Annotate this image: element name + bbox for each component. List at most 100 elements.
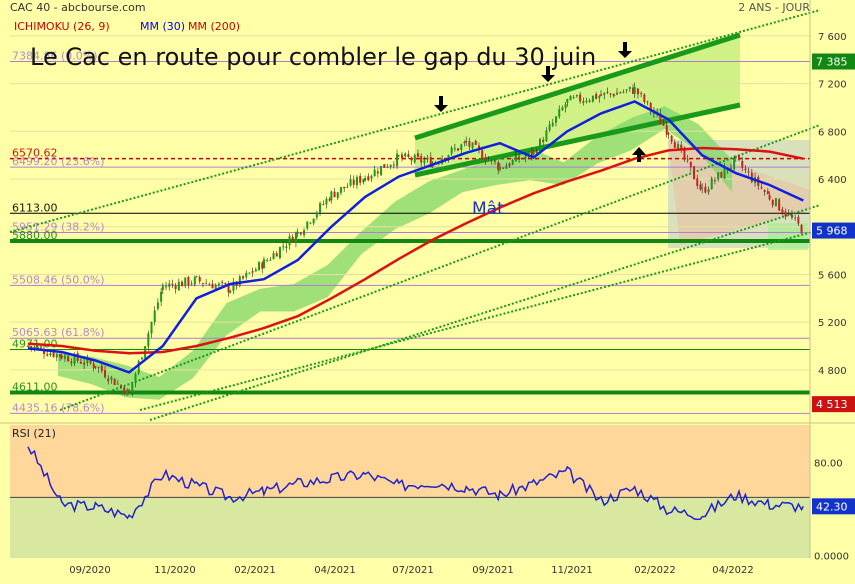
y-tick-label: 5 600	[818, 270, 847, 281]
candle-body	[720, 172, 723, 178]
candle-body	[487, 159, 490, 161]
candle-body	[134, 373, 137, 383]
candle-body	[471, 142, 474, 149]
candle-body	[600, 94, 603, 96]
level-label: 5951.29 (38.2%)	[12, 221, 105, 234]
price-tag-label: 7 385	[816, 56, 848, 69]
candle-body	[43, 349, 45, 355]
candle-body	[665, 125, 668, 135]
candle-body	[303, 230, 306, 236]
candle-body	[272, 253, 275, 260]
candle-body	[282, 246, 285, 248]
candle-body	[214, 284, 217, 290]
x-tick-label: 07/2021	[392, 565, 434, 576]
arrow-down-icon	[434, 96, 448, 112]
candle-body	[558, 109, 561, 117]
candle-body	[275, 253, 278, 257]
candle-body	[306, 221, 309, 229]
candle-body	[632, 87, 635, 94]
candle-body	[760, 187, 763, 189]
price-tag	[812, 396, 855, 413]
candle-body	[633, 87, 636, 94]
candle-body	[299, 232, 302, 235]
level-label: 4435.16 (78.6%)	[12, 401, 105, 414]
grid	[10, 35, 810, 371]
candle-body	[261, 262, 264, 269]
candle-body	[352, 179, 355, 185]
candle-body	[52, 351, 55, 357]
rsi-oversold-zone	[10, 497, 810, 558]
candle-body	[269, 259, 272, 261]
candle-body	[729, 167, 732, 170]
candle-body	[211, 283, 214, 289]
candle-body	[184, 277, 187, 287]
candle-body	[67, 356, 70, 362]
candle-body	[744, 168, 747, 170]
candle-body	[201, 283, 204, 285]
candle-body	[683, 147, 686, 160]
candle-body	[463, 141, 466, 144]
candle-body	[120, 385, 123, 387]
candle-body	[460, 144, 463, 150]
candle-body	[97, 366, 100, 368]
candle-body	[429, 156, 432, 167]
candle-body	[370, 175, 373, 179]
candle-body	[585, 100, 588, 102]
candle-body	[564, 104, 567, 108]
candle-body	[508, 163, 511, 166]
candle-body	[39, 347, 42, 349]
candle-body	[107, 378, 110, 382]
candle-body	[328, 198, 331, 201]
candle-body	[367, 176, 370, 181]
candle-body	[701, 187, 704, 189]
candle-body	[346, 186, 349, 188]
arrows	[434, 42, 646, 162]
candle-body	[36, 347, 39, 349]
y-tick-label: 6 400	[818, 175, 847, 186]
candle-body	[595, 94, 598, 99]
candle-body	[373, 169, 376, 177]
candle-body	[165, 286, 168, 288]
candle-body	[343, 186, 346, 189]
candle-body	[359, 175, 362, 183]
candle-body	[659, 113, 662, 125]
candle-body	[575, 94, 578, 97]
candle-body	[110, 376, 113, 380]
chart-period: 2 ANS - JOUR	[738, 1, 810, 14]
candle-body	[465, 141, 468, 143]
chart-title: Le Cac en route pour combler le gap du 3…	[30, 43, 596, 71]
candle-body	[502, 167, 505, 169]
candle-body	[123, 387, 126, 395]
candle-body	[566, 98, 569, 103]
candle-body	[498, 166, 501, 170]
candles	[27, 82, 803, 397]
candle-body	[591, 95, 594, 102]
candle-body	[612, 94, 615, 97]
candle-body	[670, 135, 673, 142]
candle-body	[94, 366, 97, 368]
price-tag	[812, 53, 855, 70]
candle-body	[505, 165, 508, 169]
y-tick-label: 7 600	[818, 32, 847, 43]
candle-body	[161, 285, 164, 291]
candle-body	[545, 130, 548, 142]
candle-body	[86, 358, 89, 364]
candle-body	[555, 116, 558, 123]
candle-body	[778, 199, 781, 211]
candle-body	[784, 211, 787, 217]
candle-body	[521, 158, 524, 160]
candle-body	[27, 345, 29, 347]
candle-body	[413, 154, 416, 163]
candle-body	[636, 88, 639, 95]
candle-body	[174, 285, 177, 289]
x-tick-label: 02/2022	[634, 565, 676, 576]
candle-body	[768, 195, 771, 200]
candle-body	[140, 357, 143, 360]
candle-body	[364, 177, 367, 181]
candle-body	[339, 187, 342, 193]
candle-body	[147, 333, 150, 347]
candle-body	[569, 95, 572, 101]
rsi-label: RSI (21)	[12, 427, 56, 440]
